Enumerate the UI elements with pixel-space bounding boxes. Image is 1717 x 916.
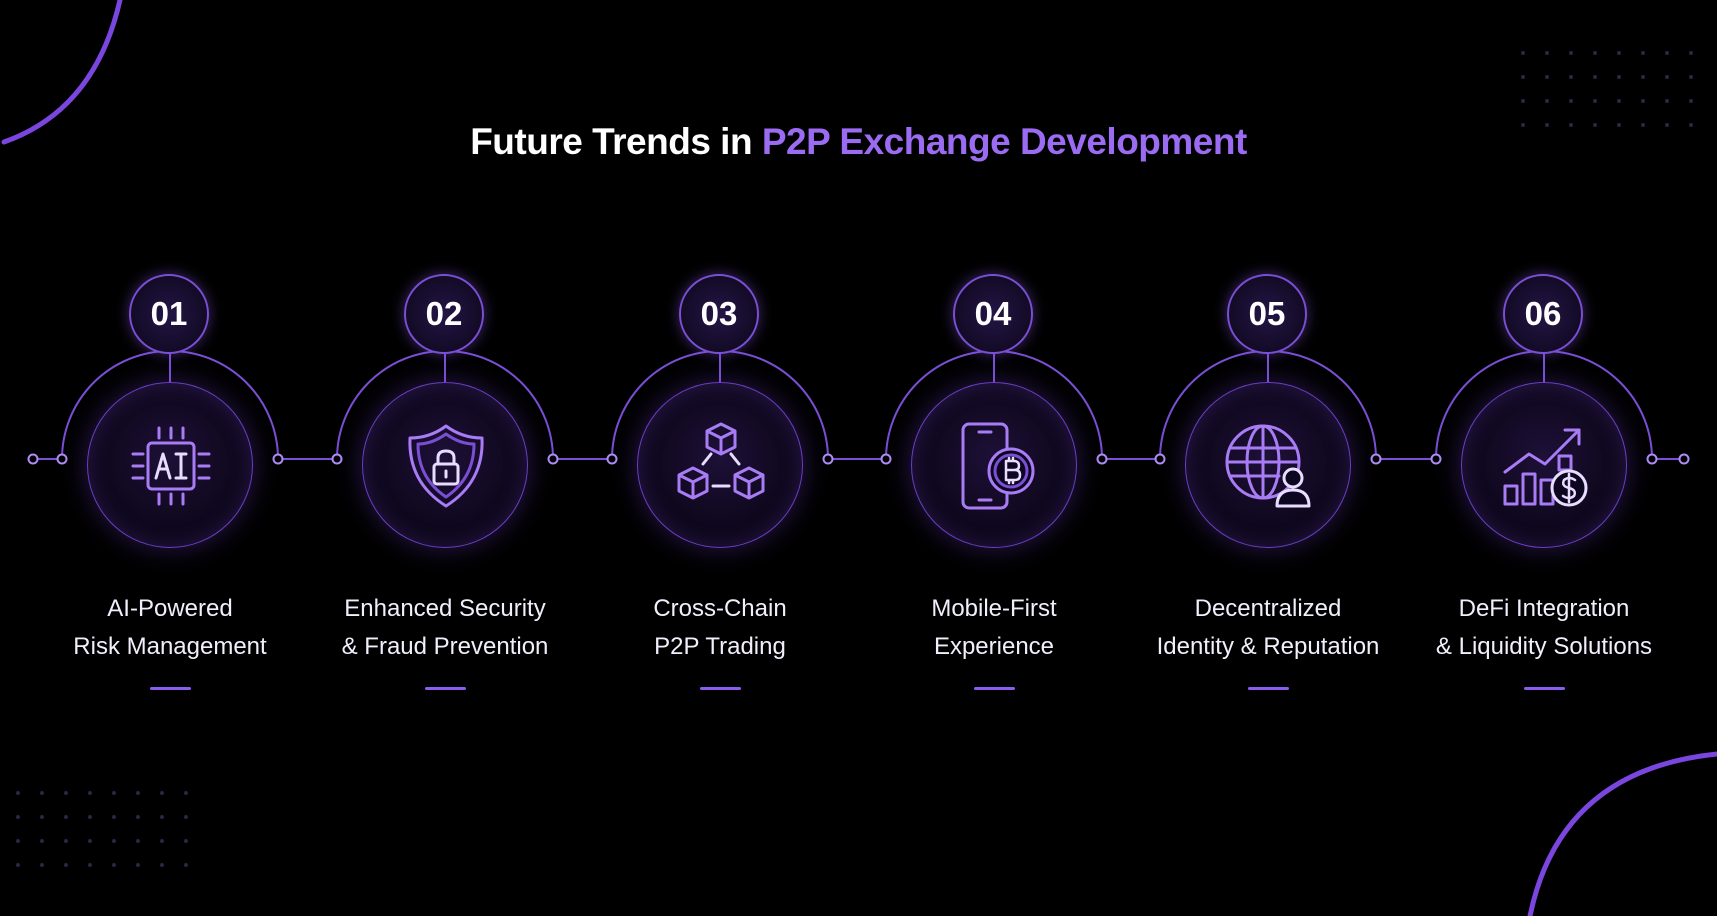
- step-icon-circle: [1185, 382, 1351, 548]
- step-label-line2: Experience: [933, 633, 1055, 660]
- step-number-badge: 05: [1227, 274, 1307, 354]
- growth-chart-dollar-icon: [1503, 428, 1588, 507]
- step-number-badge: 03: [679, 274, 759, 354]
- step-label: Decentralized Identity & Reputation: [1128, 590, 1408, 666]
- step-underline: [700, 687, 741, 690]
- step-label-line2: Identity & Reputation: [1156, 633, 1380, 660]
- step-icon-circle: [87, 382, 253, 548]
- step-icon-circle: [911, 382, 1077, 548]
- step-label-line1: Cross-Chain: [653, 595, 787, 622]
- step-icon-circle: [362, 382, 528, 548]
- ai-chip-icon: [131, 426, 211, 506]
- step-label-line2: P2P Trading: [654, 633, 786, 660]
- dot-grid-bottom-left: [16, 791, 188, 867]
- corner-arc-top-left: [1, 0, 123, 145]
- globe-identity-icon: [1225, 424, 1311, 508]
- dot-grid-top-right: [1521, 51, 1693, 127]
- step-label-line1: DeFi Integration: [1458, 595, 1630, 622]
- step-underline: [974, 687, 1015, 690]
- step-underline: [1524, 687, 1565, 690]
- step-number-badge: 04: [953, 274, 1033, 354]
- step-label: AI-Powered Risk Management: [30, 590, 310, 666]
- mobile-bitcoin-icon: [961, 422, 1035, 510]
- step-label-line2: Risk Management: [73, 633, 267, 660]
- security-shield-icon: [408, 424, 484, 508]
- step-label-line1: AI-Powered: [107, 595, 233, 622]
- step-number-badge: 06: [1503, 274, 1583, 354]
- step-card: 05 Decentralized Identity & Reputation: [1128, 0, 1408, 916]
- step-label-line1: Decentralized: [1194, 595, 1342, 622]
- corner-arc-bottom-right: [1527, 751, 1717, 916]
- title-prefix: Future Trends in: [470, 121, 762, 162]
- step-number-badge: 01: [129, 274, 209, 354]
- step-underline: [1248, 687, 1289, 690]
- page-title: Future Trends in P2P Exchange Developmen…: [0, 118, 1717, 166]
- cross-chain-blocks-icon: [677, 422, 765, 500]
- step-underline: [425, 687, 466, 690]
- step-label-line1: Mobile-First: [931, 595, 1057, 622]
- step-card: 02 Enhanced Security & Fraud Prevention: [305, 0, 585, 916]
- step-card: 04 Mobile-First Experience: [854, 0, 1134, 916]
- step-icon-circle: [1461, 382, 1627, 548]
- step-label-line2: & Liquidity Solutions: [1435, 633, 1653, 660]
- step-card: 06 DeFi Integration & Liquidity Solution…: [1404, 0, 1684, 916]
- step-label: Enhanced Security & Fraud Prevention: [305, 590, 585, 666]
- step-card: 03 Cross-Chain P2P Trading: [580, 0, 860, 916]
- step-card: 01 AI-Powered Risk Management: [30, 0, 310, 916]
- step-label-line2: & Fraud Prevention: [341, 633, 549, 660]
- step-label: DeFi Integration & Liquidity Solutions: [1404, 590, 1684, 666]
- step-label: Mobile-First Experience: [854, 590, 1134, 666]
- step-underline: [150, 687, 191, 690]
- step-label: Cross-Chain P2P Trading: [580, 590, 860, 666]
- step-label-line1: Enhanced Security: [344, 595, 546, 622]
- step-number-badge: 02: [404, 274, 484, 354]
- step-icon-circle: [637, 382, 803, 548]
- title-highlight: P2P Exchange Development: [761, 121, 1247, 162]
